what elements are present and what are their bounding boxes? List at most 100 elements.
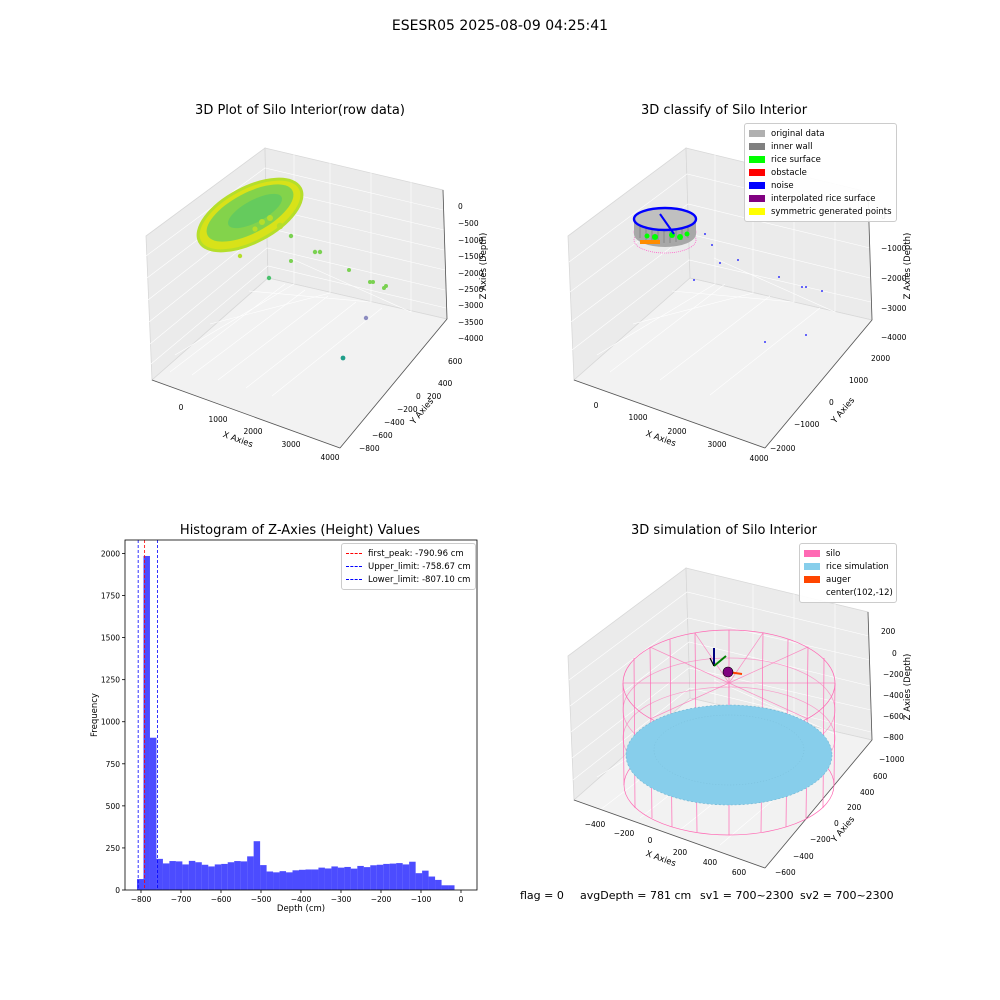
p4-ytick: 0	[834, 819, 839, 828]
p2-ztick: −4000	[881, 333, 907, 342]
legend-item: silo	[804, 547, 892, 560]
noise-point	[711, 244, 713, 246]
legend-label: rice simulation	[826, 561, 889, 572]
x-tick-label: −200	[371, 895, 392, 904]
x-tick-label: −500	[251, 895, 272, 904]
histogram-bar	[292, 870, 299, 890]
legend-label: noise	[771, 180, 794, 191]
data-point	[368, 280, 372, 284]
histogram-plot: −800 −700 −600 −500 −400 −300 −200 −100 0 0 250 50…	[90, 539, 478, 914]
p1-ytick: −400	[384, 418, 405, 427]
p4-ztick: −200	[883, 670, 904, 679]
x-tick-label: −300	[331, 895, 352, 904]
panel2-scatter	[632, 206, 823, 343]
legend-line	[346, 579, 362, 580]
p1-ytick: −200	[397, 405, 418, 414]
y-tick-label: 0	[115, 886, 120, 895]
x-tick-label: −400	[291, 895, 312, 904]
histogram-bar	[409, 861, 416, 890]
p4-ytick: 600	[873, 772, 888, 781]
p1-ztick: 0	[458, 202, 463, 211]
rice-simulation-mesh	[625, 704, 833, 806]
noise-point	[821, 290, 823, 292]
histogram-bar	[201, 864, 209, 890]
legend-label: symmetric generated points	[771, 206, 892, 217]
legend-item: rice simulation	[804, 560, 892, 573]
legend-swatch	[804, 550, 820, 557]
panel1-title: 3D Plot of Silo Interior(row data)	[195, 103, 405, 118]
histogram-bar	[344, 866, 351, 890]
histogram-bar	[273, 872, 280, 890]
p4-xtick: −400	[585, 820, 606, 829]
data-point	[289, 259, 293, 263]
histogram-bar	[208, 866, 215, 890]
data-point	[267, 215, 273, 221]
p2-ytick: 1000	[849, 376, 868, 385]
p2-ytick: 2000	[871, 354, 890, 363]
auger-marker	[709, 648, 743, 678]
histogram-bar	[169, 861, 176, 890]
histogram-bar	[247, 856, 254, 890]
figure-title: ESESR05 2025-08-09 04:25:41	[391, 18, 609, 34]
p1-ytick: −800	[359, 444, 380, 453]
histogram-bar	[389, 863, 397, 890]
data-point	[317, 249, 323, 255]
histogram-bar	[448, 885, 455, 890]
flag-text: flag = 0	[520, 889, 564, 902]
interpolated-surface-outline	[633, 226, 697, 254]
p1-ytick: 400	[438, 379, 453, 388]
histogram-bar	[266, 871, 274, 890]
p4-xtick: 200	[673, 848, 688, 857]
histogram-bars	[137, 555, 455, 890]
noise-point	[805, 334, 807, 336]
histogram-bar	[331, 866, 338, 890]
legend-item: symmetric generated points	[749, 205, 892, 218]
histogram-bar	[195, 862, 202, 890]
p2-ztick: −1000	[881, 244, 907, 253]
histogram-vlines	[137, 540, 158, 890]
p1-ytick: −600	[372, 431, 393, 440]
p2-ytick: −2000	[770, 444, 796, 453]
panel2-title: 3D classify of Silo Interior	[640, 103, 808, 118]
p1-ztick: −500	[458, 219, 479, 228]
legend-swatch	[749, 130, 765, 137]
legend-label: original data	[771, 128, 825, 139]
histogram-bar	[376, 864, 384, 890]
y-tick-label: 1250	[101, 676, 120, 685]
p4-xtick: −200	[614, 829, 635, 838]
histogram-bar	[221, 863, 228, 890]
data-point	[371, 280, 375, 284]
panel4-legend: silo rice simulation auger center(102,-1…	[799, 543, 897, 603]
legend-swatch	[804, 576, 820, 583]
histogram-bar	[311, 869, 319, 890]
data-point	[340, 355, 346, 361]
legend-swatch	[749, 169, 765, 176]
data-point	[382, 286, 386, 290]
histogram-bar	[149, 737, 157, 890]
p4-ztick: −800	[883, 733, 904, 742]
p1-xtick: 1000	[208, 415, 227, 424]
p4-ytick: −200	[810, 835, 831, 844]
p4-ztick: −400	[883, 691, 904, 700]
p1-xtick: 0	[179, 403, 184, 412]
center-point	[722, 666, 734, 678]
panel1-plot: 0 1000 2000 3000 4000 600 400 200 0 −200…	[145, 147, 489, 462]
p1-ztick: −2500	[458, 285, 484, 294]
histogram-xlabel: Depth (cm)	[277, 904, 325, 914]
legend-label: Upper_limit: -758.67 cm	[368, 561, 471, 572]
p2-xtick: 3000	[707, 440, 726, 449]
p2-xtick: 0	[594, 401, 599, 410]
x-tick-label: −100	[411, 895, 432, 904]
histogram-bar	[402, 864, 410, 890]
noise-point	[805, 286, 807, 288]
p4-zlabel: Z Axies (Depth)	[903, 654, 913, 721]
histogram-bar	[227, 862, 235, 890]
histogram-bar	[396, 863, 403, 890]
legend-item: first_peak: -790.96 cm	[346, 547, 471, 560]
legend-swatch	[749, 208, 765, 215]
rice-surface-point	[684, 231, 690, 237]
p2-xtick: 2000	[667, 427, 686, 436]
legend-label: rice surface	[771, 154, 821, 165]
histogram-legend: first_peak: -790.96 cm Upper_limit: -758…	[341, 543, 476, 590]
legend-line	[346, 566, 362, 567]
